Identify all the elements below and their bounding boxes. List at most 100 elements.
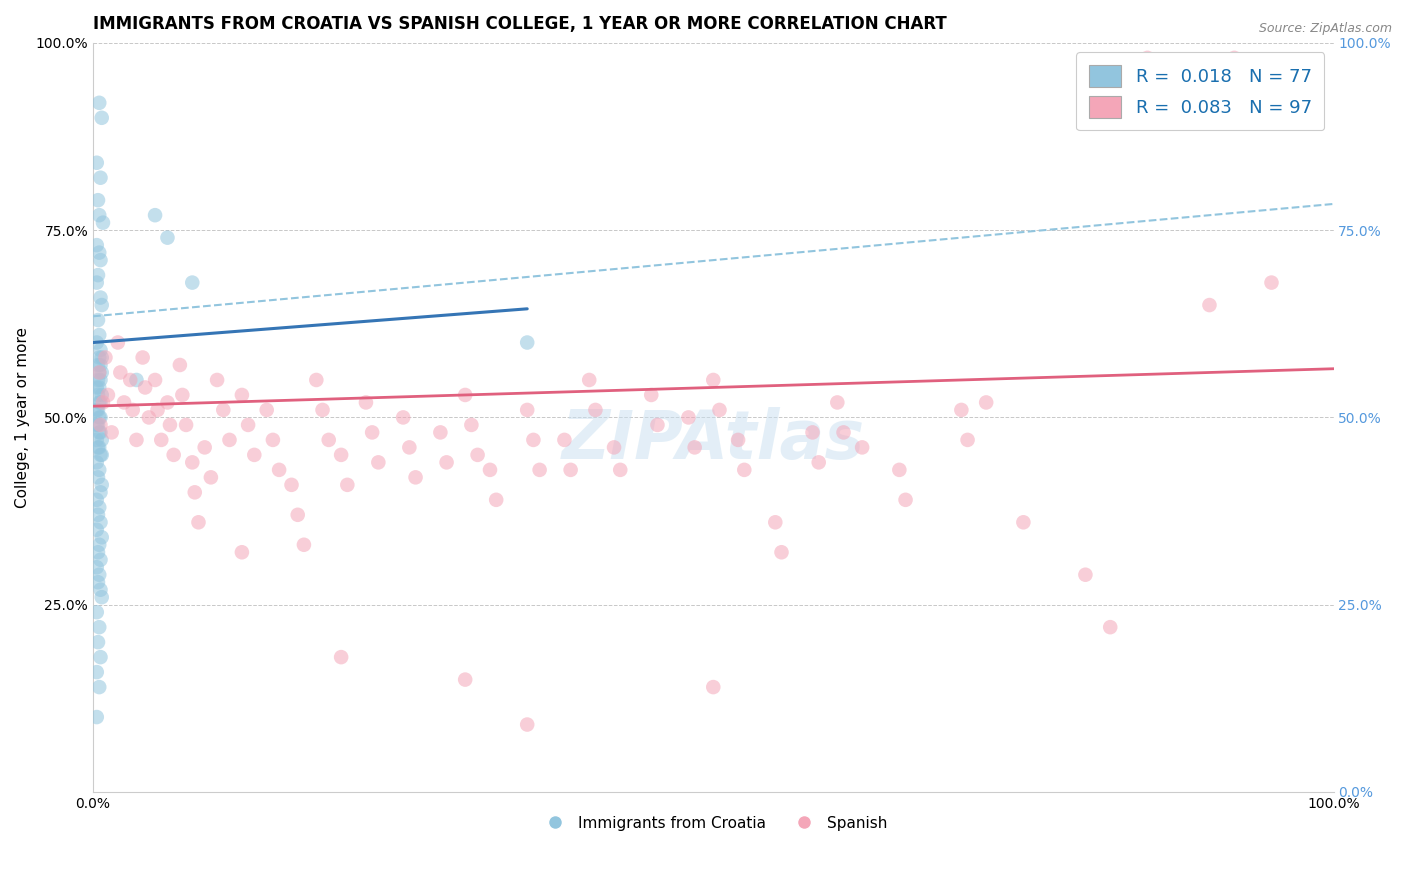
Point [763,516,786,530]
Point [86,605,108,619]
Point [138,410,160,425]
Point [560,463,582,477]
Point [1260,276,1282,290]
Point [87,313,110,327]
Point [770,545,793,559]
Point [89,485,111,500]
Point [146,403,169,417]
Point [236,417,259,432]
Point [89,373,111,387]
Point [90,351,112,365]
Point [90,366,112,380]
Point [89,500,111,515]
Point [87,373,110,387]
Point [1149,66,1171,80]
Point [205,373,228,387]
Point [87,417,110,432]
Point [89,410,111,425]
Point [974,395,997,409]
Point [87,635,110,649]
Point [485,492,508,507]
Point [87,470,110,484]
Point [89,328,111,343]
Point [336,478,359,492]
Point [89,358,111,372]
Point [436,455,458,469]
Point [516,335,538,350]
Point [90,111,112,125]
Point [89,170,111,185]
Point [181,276,204,290]
Point [1223,51,1246,65]
Point [894,492,917,507]
Point [143,373,166,387]
Point [89,538,111,552]
Point [86,433,108,447]
Point [727,433,749,447]
Point [121,403,143,417]
Point [86,523,108,537]
Point [578,373,600,387]
Point [172,388,194,402]
Point [89,366,111,380]
Point [156,230,179,244]
Point [89,417,111,432]
Point [429,425,451,440]
Point [86,710,108,724]
Point [87,403,110,417]
Point [174,417,197,432]
Point [212,403,235,417]
Point [950,403,973,417]
Point [361,425,384,440]
Point [181,455,204,469]
Point [89,425,111,440]
Point [231,545,253,559]
Point [733,463,755,477]
Point [516,717,538,731]
Point [86,417,108,432]
Point [311,403,333,417]
Point [91,395,114,409]
Point [86,335,108,350]
Point [90,433,112,447]
Point [200,470,222,484]
Point [454,673,477,687]
Point [125,433,148,447]
Point [89,582,111,597]
Point [89,395,111,409]
Point [801,425,824,440]
Point [86,155,108,169]
Point [87,575,110,590]
Point [163,448,186,462]
Point [87,545,110,559]
Point [131,351,153,365]
Point [89,448,111,462]
Point [159,417,181,432]
Text: Source: ZipAtlas.com: Source: ZipAtlas.com [1258,22,1392,36]
Point [89,291,111,305]
Point [467,448,489,462]
Point [609,463,631,477]
Point [97,388,120,402]
Point [89,650,111,665]
Point [94,351,117,365]
Point [86,238,108,252]
Point [169,358,191,372]
Point [827,395,849,409]
Point [87,268,110,282]
Point [86,276,108,290]
Point [90,591,112,605]
Point [89,245,111,260]
Point [110,366,132,380]
Point [851,441,873,455]
Point [702,373,724,387]
Point [807,455,830,469]
Point [330,650,353,665]
Point [218,433,240,447]
Point [120,373,142,387]
Point [89,253,111,268]
Point [89,553,111,567]
Point [194,441,217,455]
Point [231,388,253,402]
Point [86,380,108,394]
